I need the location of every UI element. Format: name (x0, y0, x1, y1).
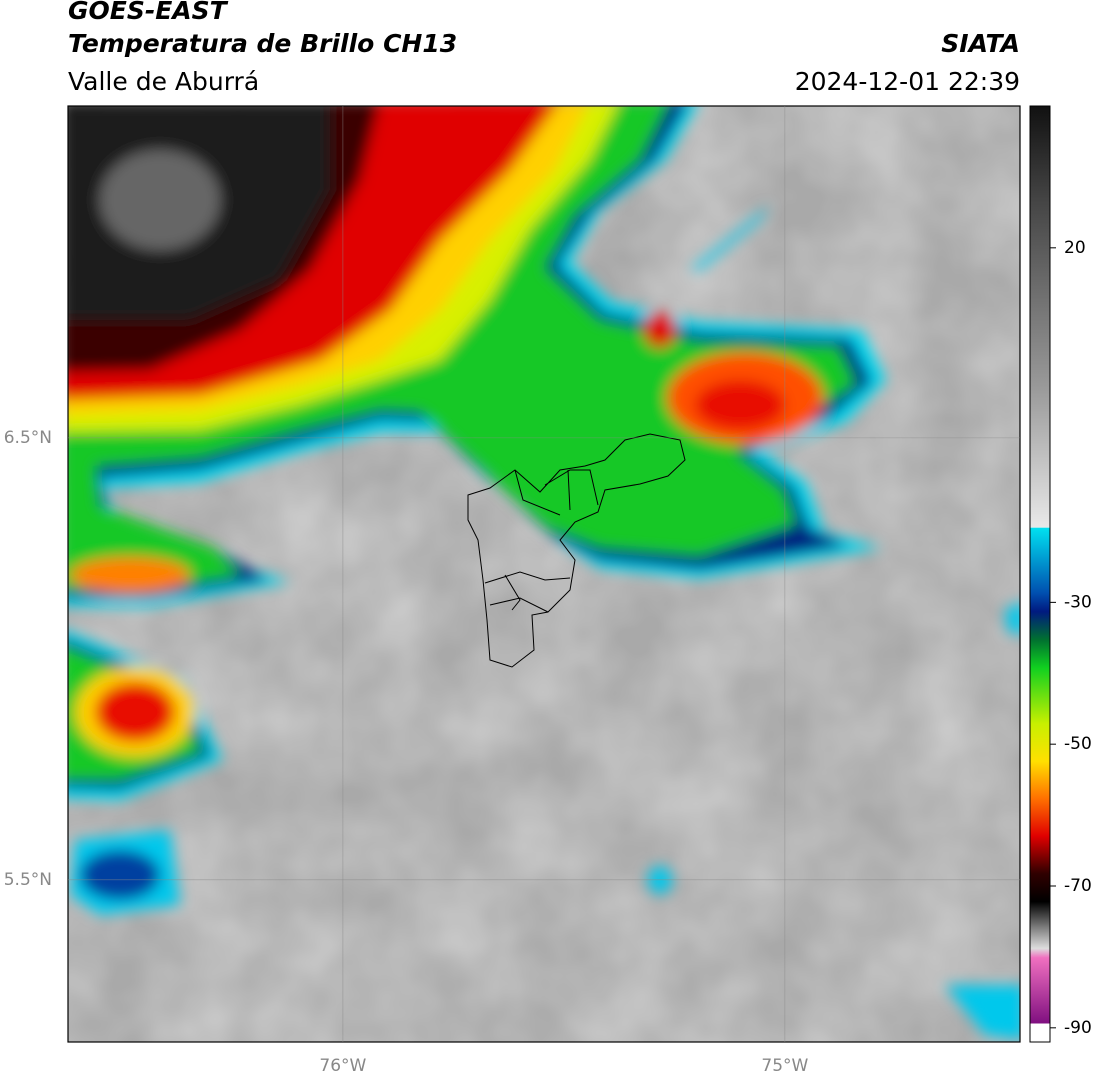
region: Valle de Aburrá (68, 67, 259, 96)
satellite-image (68, 106, 1020, 1042)
x-tick-label: 76°W (319, 1056, 366, 1076)
datetime: 2024-12-01 22:39 (795, 67, 1020, 96)
x-tick-label: 75°W (761, 1056, 808, 1076)
subtitle: Temperatura de Brillo CH13 (68, 29, 457, 58)
y-tick-label: 5.5°N (4, 870, 52, 890)
colorbar-tick-label: 20 (1064, 238, 1086, 258)
source: SIATA (941, 29, 1020, 58)
y-tick-label: 6.5°N (4, 428, 52, 448)
colorbar-tick-label: -30 (1064, 592, 1092, 612)
title: GOES-EAST (68, 0, 229, 25)
map-frame (67, 105, 1021, 1043)
colorbar-tick-label: -50 (1064, 734, 1092, 754)
colorbar (1029, 105, 1051, 1043)
colorbar-tick-label: -90 (1064, 1018, 1092, 1038)
colorbar-tick-label: -70 (1064, 876, 1092, 896)
